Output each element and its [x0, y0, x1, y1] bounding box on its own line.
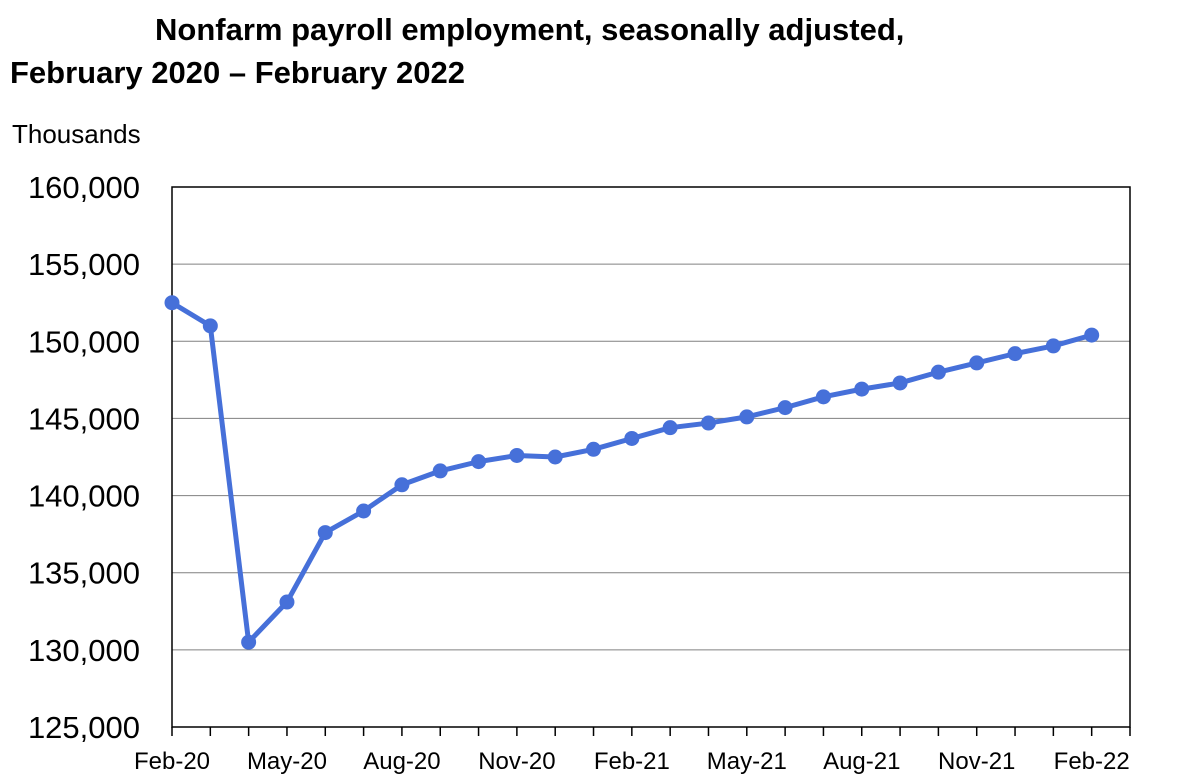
y-tick-label: 125,000 [28, 710, 140, 745]
y-tick-label: 145,000 [28, 401, 140, 436]
x-tick-label: Feb-22 [1054, 748, 1130, 775]
data-point [624, 430, 640, 446]
x-tick-label: Feb-20 [134, 748, 210, 775]
chart-title-line-1: Nonfarm payroll employment, seasonally a… [155, 12, 905, 47]
y-tick-label: 135,000 [28, 556, 140, 591]
data-point [164, 295, 180, 311]
data-points [164, 295, 1100, 650]
data-point [815, 389, 831, 405]
data-point [509, 447, 525, 463]
x-tick-label: May-20 [247, 748, 327, 775]
data-point [586, 441, 602, 457]
data-point [739, 409, 755, 425]
y-tick-label: 155,000 [28, 247, 140, 282]
data-point [969, 355, 985, 371]
y-axis-label: Thousands [12, 119, 141, 149]
y-axis-tick-labels: 125,000 130,000 135,000 140,000 145,000 150,0… [28, 170, 140, 745]
x-tick-label: May-21 [707, 748, 787, 775]
x-axis-ticks [171, 727, 1131, 736]
y-tick-label: 160,000 [28, 170, 140, 205]
data-point [241, 634, 257, 650]
gridlines [172, 263, 1130, 651]
data-point [662, 420, 678, 436]
data-point [700, 415, 716, 431]
x-tick-label: Nov-20 [478, 748, 555, 775]
data-point [547, 449, 563, 465]
data-point [356, 503, 372, 519]
data-point [777, 400, 793, 416]
data-point [432, 463, 448, 479]
chart-title-line-2: February 2020 – February 2022 [10, 55, 465, 90]
y-tick-label: 150,000 [28, 324, 140, 359]
y-tick-label: 130,000 [28, 633, 140, 668]
plot-area [171, 186, 1131, 728]
data-point [1045, 338, 1061, 354]
x-tick-label: Nov-21 [938, 748, 1015, 775]
data-point [930, 364, 946, 380]
data-point [1084, 327, 1100, 343]
x-tick-label: Aug-21 [823, 748, 900, 775]
data-point [854, 381, 870, 397]
data-point [1007, 346, 1023, 362]
data-point [471, 454, 487, 470]
x-axis-tick-labels: Feb-20 May-20 Aug-20 Nov-20 Feb-21 May-21 Aug-… [134, 748, 1130, 775]
x-tick-label: Aug-20 [363, 748, 440, 775]
data-point [279, 594, 295, 610]
data-point [317, 525, 333, 541]
series-line [169, 300, 1095, 645]
data-point [202, 318, 218, 334]
data-point [394, 477, 410, 493]
data-point [892, 375, 908, 391]
x-tick-label: Feb-21 [594, 748, 670, 775]
y-tick-label: 140,000 [28, 479, 140, 514]
